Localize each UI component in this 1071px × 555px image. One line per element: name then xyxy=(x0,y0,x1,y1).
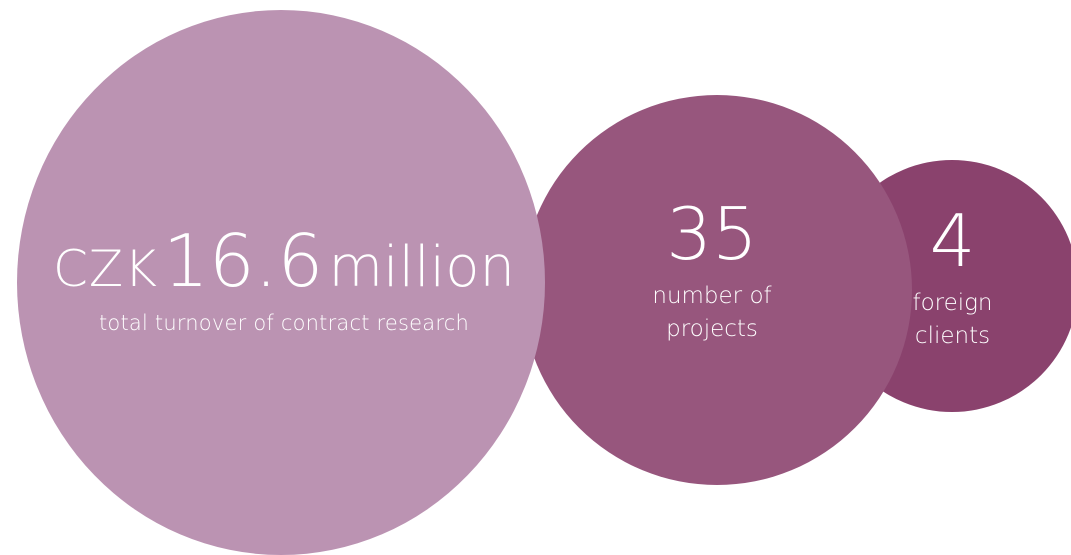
turnover-unit: million xyxy=(328,235,515,300)
projects-caption-line-1: number of xyxy=(652,283,772,309)
projects-circle xyxy=(522,95,912,485)
clients-caption-line-2: clients xyxy=(914,323,991,350)
clients-caption-line-1: foreign xyxy=(912,290,993,316)
turnover-currency: CZK xyxy=(53,240,158,298)
turnover-amount: CZK 16.6 million xyxy=(30,225,538,297)
turnover-value: 16.6 xyxy=(163,219,324,303)
turnover-circle xyxy=(17,10,545,555)
clients-stat: 4 foreign clients xyxy=(870,205,1035,354)
turnover-caption: total turnover of contract research xyxy=(99,311,469,335)
projects-value: 35 xyxy=(666,192,758,276)
projects-stat: 35 number of projects xyxy=(612,198,812,347)
projects-caption: number of projects xyxy=(612,280,812,347)
clients-value: 4 xyxy=(929,199,976,283)
clients-caption: foreign clients xyxy=(870,287,1035,354)
projects-caption-line-2: projects xyxy=(666,316,758,343)
turnover-stat: CZK 16.6 million total turnover of contr… xyxy=(30,225,538,335)
